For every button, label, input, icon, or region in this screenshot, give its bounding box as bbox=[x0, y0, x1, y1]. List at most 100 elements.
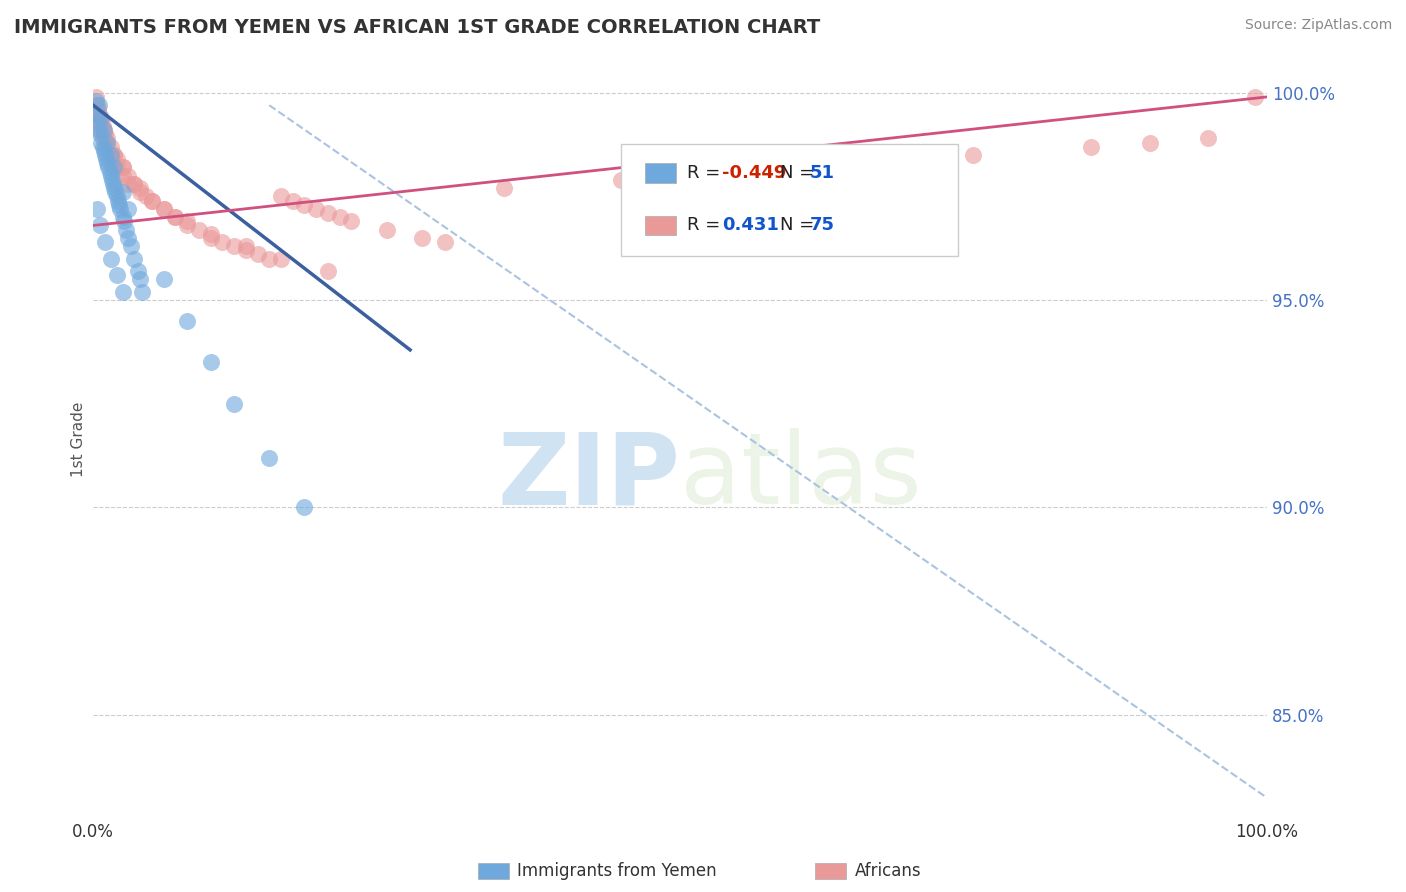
Point bbox=[316, 264, 339, 278]
Point bbox=[90, 111, 112, 125]
Point bbox=[105, 152, 128, 166]
Point bbox=[141, 194, 163, 208]
Point bbox=[103, 181, 125, 195]
Point bbox=[127, 264, 149, 278]
Point bbox=[105, 268, 128, 283]
Point bbox=[111, 161, 134, 175]
Point bbox=[87, 103, 110, 117]
Text: Source: ZipAtlas.com: Source: ZipAtlas.com bbox=[1244, 18, 1392, 32]
Text: N =: N = bbox=[780, 164, 820, 182]
Point bbox=[165, 210, 187, 224]
Point bbox=[97, 161, 120, 175]
Point bbox=[200, 231, 222, 245]
Text: R =: R = bbox=[688, 164, 725, 182]
Point bbox=[90, 115, 112, 129]
Point bbox=[117, 169, 139, 183]
Point bbox=[89, 127, 111, 141]
Point bbox=[87, 115, 110, 129]
Point bbox=[91, 119, 114, 133]
Point bbox=[94, 235, 117, 249]
Point bbox=[845, 156, 868, 170]
Point bbox=[101, 177, 124, 191]
Point bbox=[129, 186, 152, 200]
Point bbox=[91, 139, 114, 153]
Point bbox=[84, 94, 107, 108]
Point bbox=[117, 231, 139, 245]
Point bbox=[87, 123, 110, 137]
Point bbox=[87, 98, 110, 112]
Point bbox=[89, 219, 111, 233]
Point bbox=[111, 169, 134, 183]
Point bbox=[200, 227, 222, 241]
Point bbox=[152, 202, 174, 216]
Point bbox=[103, 148, 125, 162]
Point bbox=[115, 222, 138, 236]
Point bbox=[100, 152, 122, 166]
Point bbox=[94, 127, 117, 141]
Text: 51: 51 bbox=[810, 164, 834, 182]
Point bbox=[152, 272, 174, 286]
Point bbox=[104, 186, 127, 200]
Point bbox=[222, 397, 245, 411]
Point bbox=[122, 177, 145, 191]
Point bbox=[93, 123, 115, 137]
Point bbox=[492, 181, 515, 195]
Point bbox=[87, 115, 110, 129]
Point bbox=[117, 177, 139, 191]
Point bbox=[108, 202, 131, 216]
Point bbox=[98, 164, 121, 178]
Point bbox=[200, 355, 222, 369]
Point bbox=[103, 148, 125, 162]
Point bbox=[669, 169, 692, 183]
Text: ZIP: ZIP bbox=[498, 428, 681, 525]
Point bbox=[434, 235, 457, 249]
Text: 75: 75 bbox=[810, 217, 834, 235]
Point bbox=[111, 285, 134, 299]
Text: Africans: Africans bbox=[855, 862, 921, 880]
Point bbox=[100, 148, 122, 162]
Point bbox=[96, 136, 118, 150]
Point bbox=[610, 173, 633, 187]
Point bbox=[129, 181, 152, 195]
Point bbox=[107, 194, 129, 208]
Point bbox=[152, 202, 174, 216]
Point bbox=[86, 106, 108, 120]
Point bbox=[89, 111, 111, 125]
Y-axis label: 1st Grade: 1st Grade bbox=[72, 401, 86, 476]
Point bbox=[105, 161, 128, 175]
Point bbox=[222, 239, 245, 253]
Point bbox=[91, 131, 114, 145]
Point bbox=[122, 177, 145, 191]
Point bbox=[103, 161, 125, 175]
Point bbox=[129, 272, 152, 286]
Point bbox=[86, 103, 108, 117]
Point bbox=[131, 285, 153, 299]
Point bbox=[270, 252, 292, 266]
Point bbox=[1139, 136, 1161, 150]
Point bbox=[108, 198, 131, 212]
Point bbox=[111, 161, 134, 175]
Point bbox=[316, 206, 339, 220]
Point bbox=[235, 244, 257, 258]
Point bbox=[100, 169, 122, 183]
Point bbox=[375, 222, 398, 236]
Point bbox=[141, 194, 163, 208]
Point bbox=[1197, 131, 1219, 145]
Point bbox=[101, 173, 124, 187]
Point bbox=[246, 247, 269, 261]
Point bbox=[84, 90, 107, 104]
Point bbox=[270, 189, 292, 203]
Point bbox=[94, 148, 117, 162]
Point bbox=[96, 156, 118, 170]
Point bbox=[120, 239, 142, 253]
Point bbox=[93, 123, 115, 137]
Point bbox=[235, 239, 257, 253]
Point bbox=[305, 202, 328, 216]
Point bbox=[176, 214, 198, 228]
Point bbox=[1080, 139, 1102, 153]
Point bbox=[86, 98, 108, 112]
Point bbox=[91, 123, 114, 137]
Point bbox=[176, 219, 198, 233]
Point bbox=[294, 198, 316, 212]
Point bbox=[411, 231, 433, 245]
